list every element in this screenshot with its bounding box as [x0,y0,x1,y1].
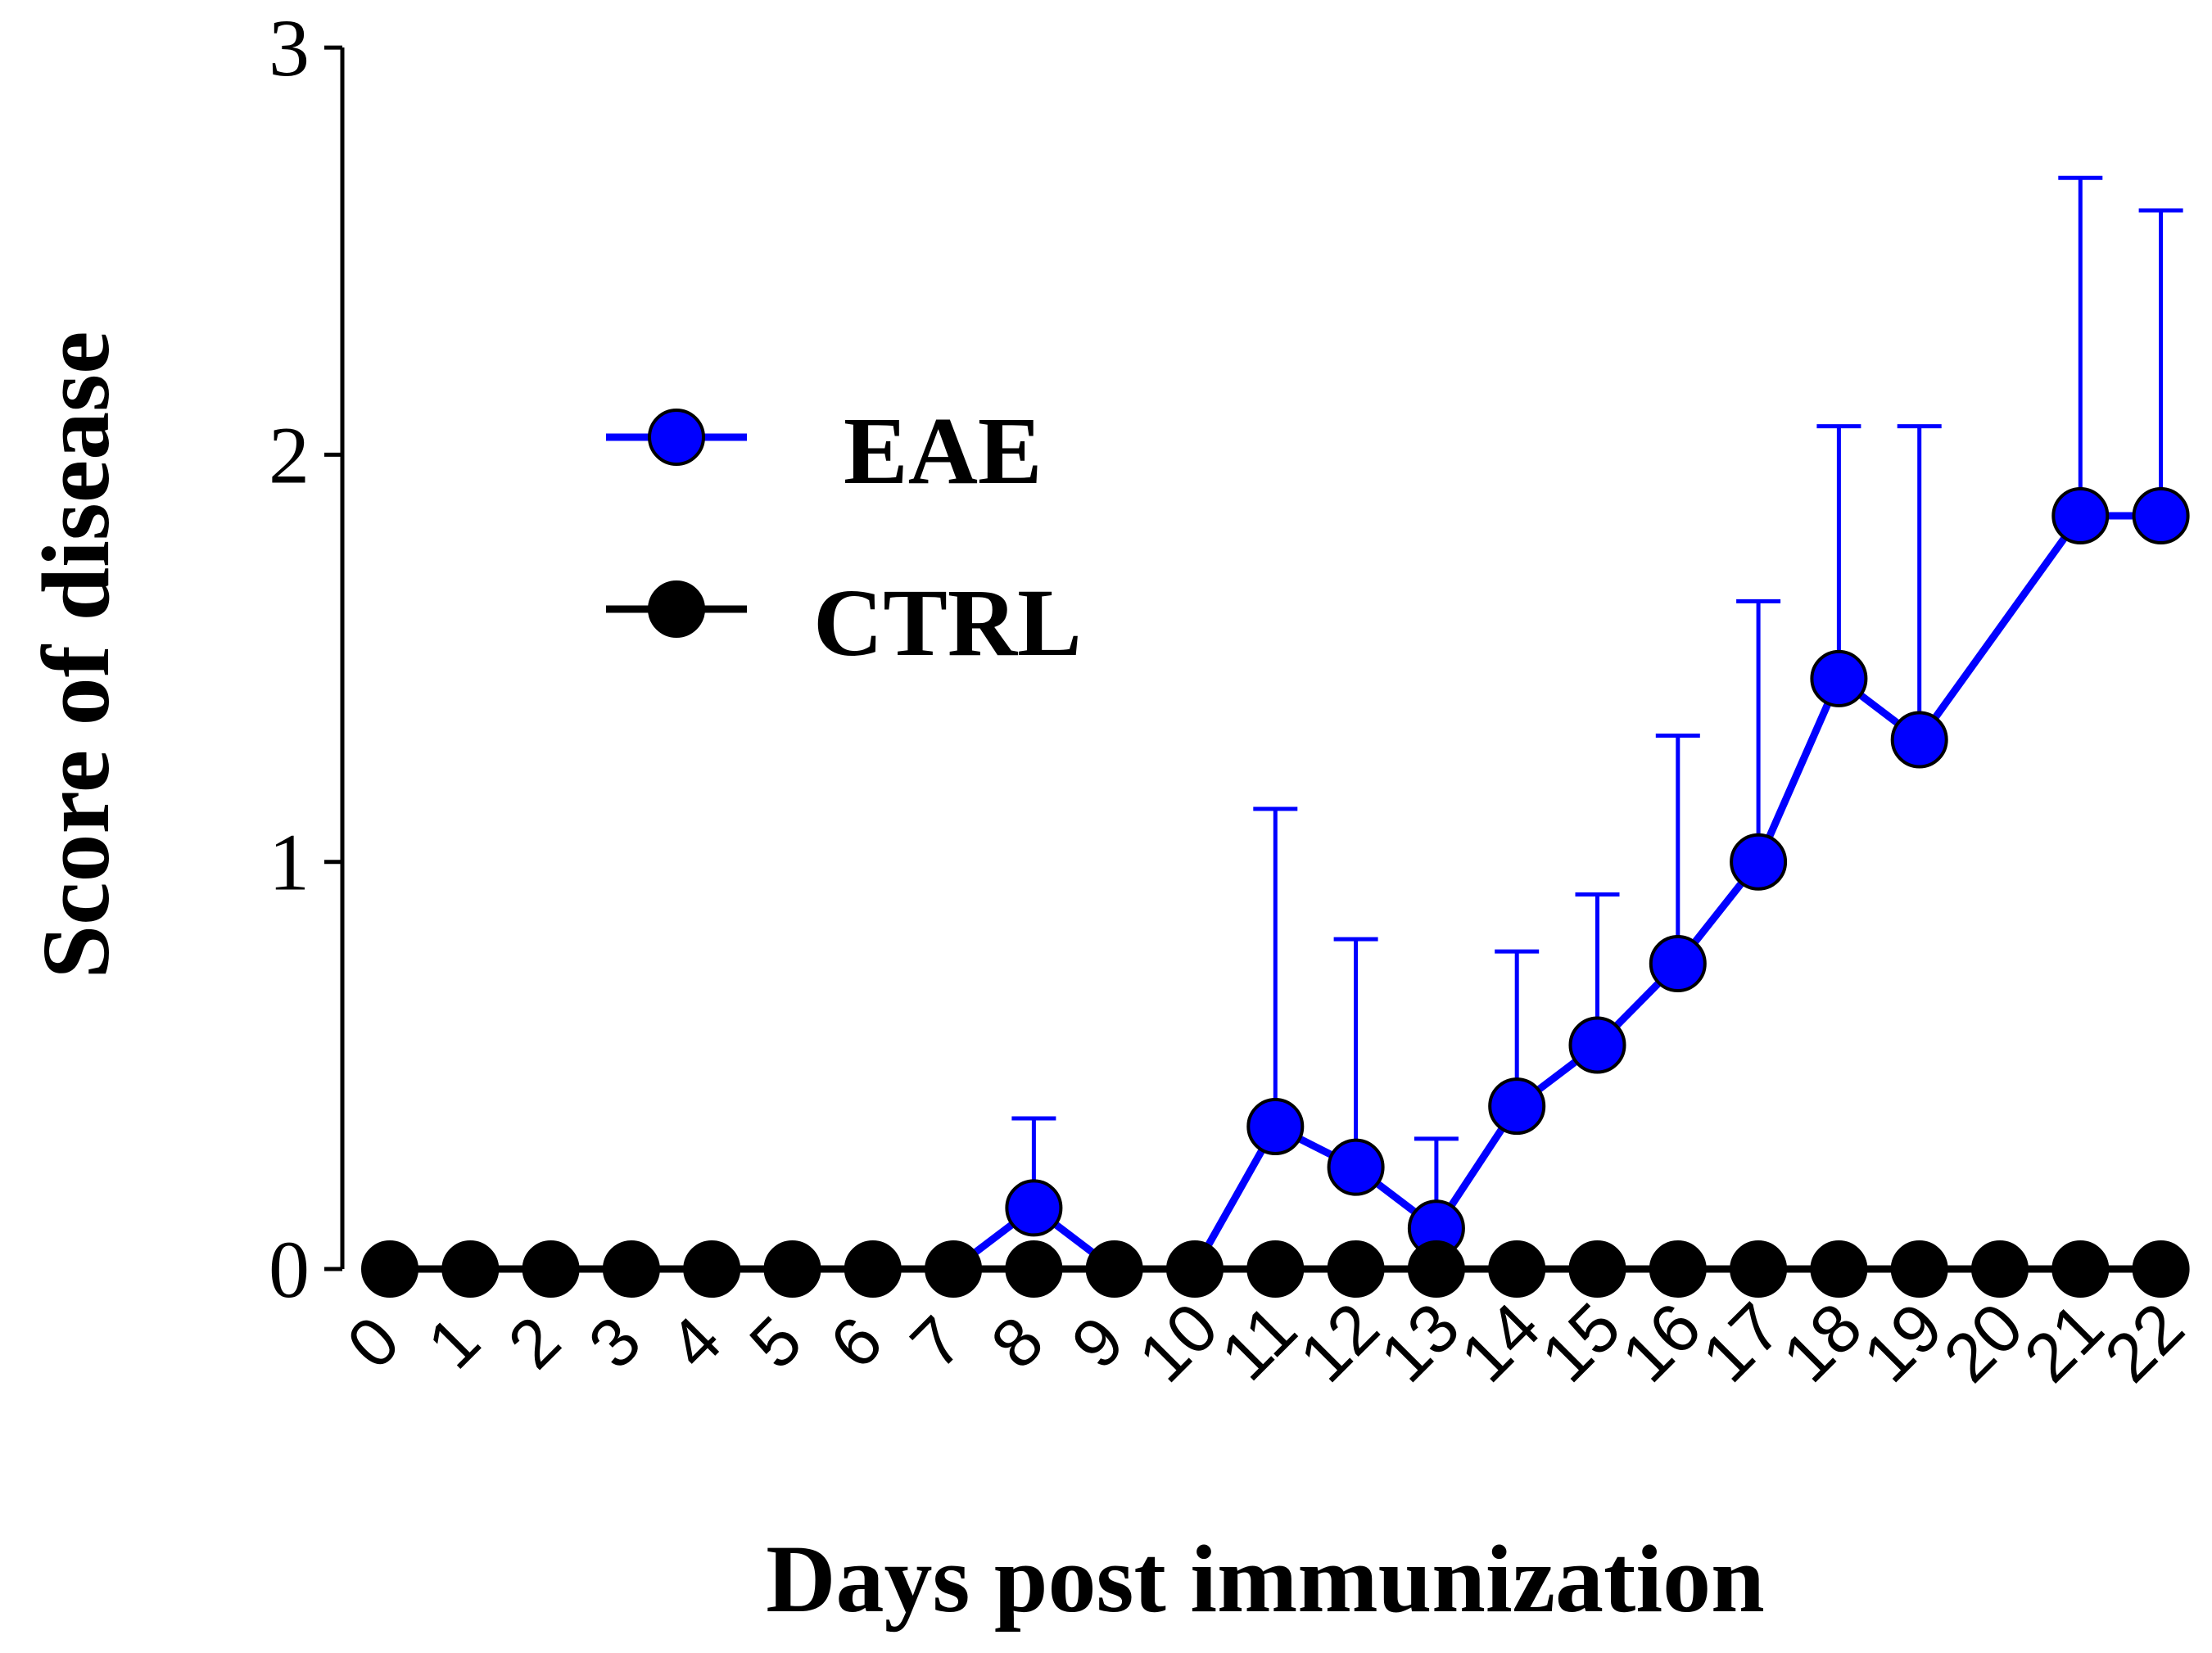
y-tick-label-1: 1 [269,817,310,908]
x-tick-label-2: 2 [493,1302,575,1384]
legend-entry-eae: EAE [606,397,1043,504]
x-tick-label-0: 0 [332,1302,414,1384]
eae-point-day-22 [2132,486,2190,544]
ctrl-point-day-19 [1890,1240,1948,1298]
ctrl-point-day-18 [1810,1240,1868,1298]
legend-label-ctrl: CTRL [813,569,1082,676]
ctrl-point-day-0 [361,1240,418,1298]
legend-entry-ctrl: CTRL [606,569,1082,676]
ctrl-point-day-12 [1327,1240,1385,1298]
x-tick-label-3: 3 [574,1302,656,1384]
ctrl-point-day-9 [1085,1240,1143,1298]
eae-point-day-14 [1488,1077,1546,1136]
ctrl-point-day-3 [602,1240,660,1298]
ctrl-point-day-17 [1730,1240,1788,1298]
ctrl-point-day-8 [1005,1240,1063,1298]
ctrl-point-day-4 [683,1240,741,1298]
ctrl-point-day-13 [1407,1240,1465,1298]
error-bars [1011,175,2183,1229]
ctrl-point-day-15 [1568,1240,1626,1298]
y-axis-title: Score of disease [22,332,129,979]
ctrl-point-day-21 [2051,1240,2110,1298]
eae-point-day-16 [1649,935,1707,993]
ctrl-point-day-20 [1971,1240,2029,1298]
ctrl-point-day-16 [1649,1240,1707,1298]
eae-point-day-11 [1246,1097,1305,1155]
legend-marker-eae [648,409,705,466]
ctrl-point-day-1 [441,1240,500,1298]
x-tick-label-1: 1 [413,1302,495,1384]
legend: EAE CTRL [606,397,1082,676]
eae-point-day-18 [1810,649,1868,707]
data-markers [361,486,2190,1298]
eae-point-day-21 [2051,486,2110,544]
eae-point-day-15 [1568,1016,1626,1074]
ctrl-point-day-6 [844,1240,902,1298]
eae-point-day-17 [1730,833,1788,891]
ctrl-point-day-11 [1246,1240,1305,1298]
eae-series-line [951,512,2161,1273]
ctrl-point-day-14 [1488,1240,1546,1298]
ctrl-point-day-7 [925,1240,983,1298]
legend-label-eae: EAE [844,397,1043,504]
eae-point-day-19 [1890,711,1948,769]
y-tick-label-3: 3 [269,2,310,93]
legend-marker-ctrl [648,580,705,638]
eae-point-day-8 [1005,1179,1063,1237]
ctrl-point-day-2 [522,1240,580,1298]
eae-point-day-12 [1327,1138,1385,1196]
x-tick-label-6: 6 [816,1302,898,1384]
x-tick-label-8: 8 [976,1302,1058,1384]
x-tick-label-4: 4 [654,1302,736,1384]
x-tick-label-7: 7 [896,1302,978,1384]
x-tick-label-22: 22 [2090,1288,2199,1397]
y-ticks: 0 1 2 3 [269,2,342,1315]
y-tick-label-0: 0 [269,1224,310,1315]
ctrl-point-day-10 [1166,1240,1224,1298]
x-axis-title: Days post immunization [766,1525,1764,1633]
ctrl-point-day-5 [763,1240,821,1298]
ctrl-point-day-22 [2132,1240,2190,1298]
y-tick-label-2: 2 [269,409,310,500]
x-tick-label-5: 5 [735,1302,816,1384]
